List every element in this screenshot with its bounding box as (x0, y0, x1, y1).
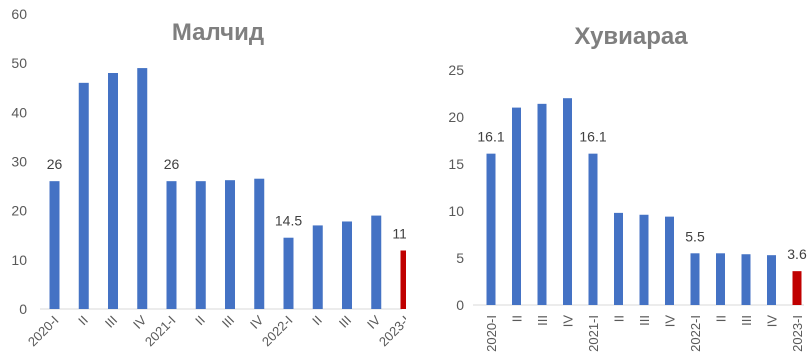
x-tick-label: II (510, 315, 525, 322)
y-tick-label: 40 (11, 104, 27, 120)
bar (283, 237, 294, 309)
bar (49, 181, 60, 309)
x-tick-label: IV (765, 315, 780, 328)
bar (78, 82, 89, 309)
x-tick-label: III (535, 315, 550, 326)
x-tick-label: 2023-I (790, 315, 805, 352)
bar (312, 225, 323, 309)
y-tick-label: 25 (448, 62, 464, 78)
bar (254, 178, 265, 309)
bar (371, 215, 382, 309)
bar (108, 73, 118, 309)
y-tick-label: 20 (11, 203, 27, 219)
x-tick-label: III (637, 315, 652, 326)
x-tick-label: III (739, 315, 754, 326)
x-tick-label: II (192, 313, 208, 329)
data-label: 26 (47, 156, 63, 172)
x-tick-label: IV (561, 315, 576, 328)
y-tick-label: 50 (11, 55, 27, 71)
bar (690, 253, 700, 305)
data-label: 5.5 (685, 228, 705, 244)
x-tick-label: II (714, 315, 729, 322)
y-tick-label: 60 (11, 6, 27, 22)
data-label: 16.1 (477, 129, 504, 145)
bar (342, 221, 352, 309)
x-tick-label: 2020-I (484, 315, 499, 352)
x-tick-label: III (102, 313, 120, 331)
bar (665, 216, 674, 305)
x-tick-label: 2021-I (586, 315, 601, 352)
y-tick-label: 0 (19, 301, 27, 317)
y-tick-label: 30 (11, 154, 27, 170)
chart-title: Хувиараа (574, 23, 688, 50)
data-label: 26 (164, 156, 180, 172)
bar (166, 181, 177, 309)
data-label: 14.5 (275, 213, 302, 229)
x-tick-label: 2020-I (25, 313, 62, 350)
bar (512, 107, 521, 305)
bar (614, 212, 623, 305)
bar (767, 255, 776, 305)
bar (588, 153, 598, 305)
x-tick-label: IV (663, 315, 678, 328)
x-tick-label: III (219, 313, 237, 331)
bar (195, 181, 206, 309)
x-tick-label: IV (130, 312, 150, 332)
x-tick-label: II (612, 315, 627, 322)
bar (716, 253, 725, 305)
chart-malchid: Малчид 0 10 20 30 40 50 60 26 26 14.5 11.9 2020-I… (11, 6, 406, 350)
data-label: 3.6 (787, 246, 807, 262)
x-tick-label: 2022-I (259, 313, 296, 350)
y-tick-label: 10 (11, 252, 27, 268)
bar (741, 254, 751, 305)
x-tick-label: IV (364, 312, 384, 332)
data-label: 16.1 (579, 129, 606, 145)
y-tick-label: 5 (456, 250, 464, 266)
bar (537, 103, 547, 305)
x-tick-label: 2023-I (376, 313, 406, 350)
bar (400, 250, 406, 309)
x-tick-label: 2021-I (142, 313, 179, 350)
x-tick-label: III (336, 313, 354, 331)
bar (486, 153, 496, 305)
y-tick-label: 0 (456, 297, 464, 313)
x-tick-label: II (75, 313, 91, 329)
x-tick-label: II (309, 313, 325, 329)
x-tick-label: IV (247, 312, 267, 332)
bar (639, 214, 649, 305)
x-tick-label: 2022-I (688, 315, 703, 352)
chart-khuviaraa: Хувиараа 0 5 10 15 20 25 16.1 16.1 5.5 3.6 2020-… (448, 23, 807, 352)
chart-title: Малчид (172, 19, 264, 46)
bar (792, 271, 802, 305)
bar (225, 180, 235, 309)
y-tick-label: 10 (448, 203, 464, 219)
bar (137, 68, 148, 309)
bar (563, 98, 572, 305)
y-tick-label: 15 (448, 156, 464, 172)
data-label: 11.9 (392, 225, 406, 241)
y-tick-label: 20 (448, 109, 464, 125)
